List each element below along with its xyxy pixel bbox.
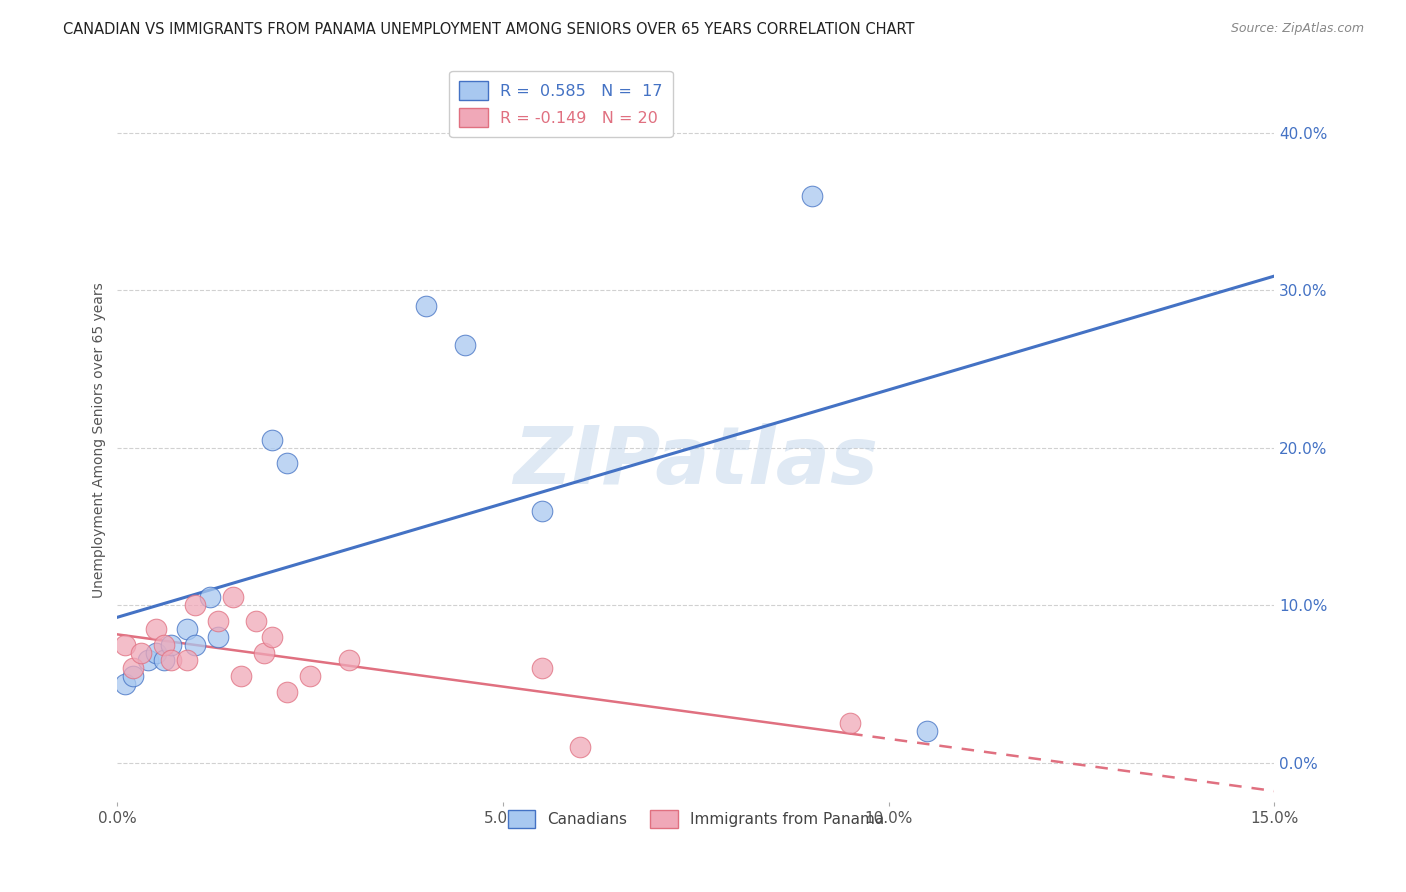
- Point: [136, 653, 159, 667]
- Text: Source: ZipAtlas.com: Source: ZipAtlas.com: [1230, 22, 1364, 36]
- Point: [253, 646, 276, 660]
- Point: [207, 630, 229, 644]
- Point: [276, 457, 298, 471]
- Point: [337, 653, 360, 667]
- Point: [276, 685, 298, 699]
- Point: [453, 338, 475, 352]
- Point: [160, 653, 183, 667]
- Point: [530, 661, 553, 675]
- Point: [114, 638, 136, 652]
- Text: CANADIAN VS IMMIGRANTS FROM PANAMA UNEMPLOYMENT AMONG SENIORS OVER 65 YEARS CORR: CANADIAN VS IMMIGRANTS FROM PANAMA UNEMP…: [63, 22, 915, 37]
- Point: [145, 622, 167, 636]
- Point: [160, 638, 183, 652]
- Point: [229, 669, 252, 683]
- Point: [917, 724, 939, 739]
- Point: [839, 716, 862, 731]
- Point: [530, 504, 553, 518]
- Point: [207, 614, 229, 628]
- Point: [198, 591, 221, 605]
- Point: [415, 299, 437, 313]
- Point: [114, 677, 136, 691]
- Point: [145, 646, 167, 660]
- Point: [121, 661, 143, 675]
- Point: [183, 599, 205, 613]
- Legend: Canadians, Immigrants from Panama: Canadians, Immigrants from Panama: [502, 804, 890, 835]
- Point: [260, 630, 283, 644]
- Point: [260, 433, 283, 447]
- Y-axis label: Unemployment Among Seniors over 65 years: Unemployment Among Seniors over 65 years: [93, 282, 107, 598]
- Point: [176, 622, 198, 636]
- Point: [121, 669, 143, 683]
- Point: [183, 638, 205, 652]
- Point: [152, 653, 174, 667]
- Point: [222, 591, 245, 605]
- Point: [800, 188, 823, 202]
- Point: [152, 638, 174, 652]
- Point: [245, 614, 267, 628]
- Point: [569, 740, 592, 755]
- Point: [299, 669, 322, 683]
- Point: [129, 646, 152, 660]
- Text: ZIPatlas: ZIPatlas: [513, 423, 879, 500]
- Point: [176, 653, 198, 667]
